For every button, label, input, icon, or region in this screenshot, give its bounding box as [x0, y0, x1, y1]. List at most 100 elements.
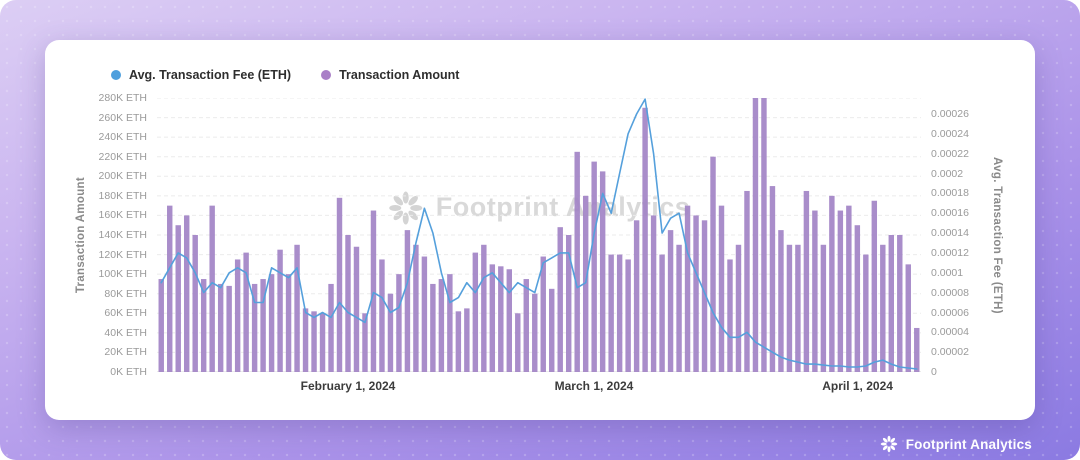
bar-transaction-amount[interactable] [871, 200, 878, 372]
bar-transaction-amount[interactable] [854, 225, 861, 372]
bar-transaction-amount[interactable] [574, 151, 580, 372]
bar-transaction-amount[interactable] [277, 249, 283, 372]
bar-transaction-amount[interactable] [209, 205, 215, 372]
bar-transaction-amount[interactable] [540, 256, 546, 372]
bar-transaction-amount[interactable] [846, 205, 852, 372]
bar-transaction-amount[interactable] [506, 269, 512, 372]
bar-transaction-amount[interactable] [319, 313, 326, 372]
bar-transaction-amount[interactable] [336, 197, 343, 372]
bar-transaction-amount[interactable] [268, 274, 275, 372]
bar-transaction-amount[interactable] [888, 235, 894, 372]
bar-transaction-amount[interactable] [226, 285, 232, 372]
bar-transaction-amount[interactable] [616, 254, 623, 372]
bar-transaction-amount[interactable] [684, 205, 691, 372]
line-avg-transaction-fee[interactable] [160, 98, 918, 370]
bar-transaction-amount[interactable] [633, 220, 640, 372]
bar-transaction-amount[interactable] [659, 254, 665, 372]
bar-transaction-amount[interactable] [863, 254, 869, 372]
bar-transaction-amount[interactable] [447, 274, 453, 372]
legend-dot-purple-icon [321, 70, 332, 80]
bar-transaction-amount[interactable] [650, 215, 657, 372]
bar-transaction-amount[interactable] [234, 259, 241, 372]
bar-transaction-amount[interactable] [362, 313, 368, 372]
bar-transaction-amount[interactable] [498, 266, 504, 372]
bar-transaction-amount[interactable] [158, 279, 164, 372]
chart-area: Transaction Amount 280K ETH 260K ETH 240K … [69, 92, 1011, 398]
bar-transaction-amount[interactable] [608, 254, 614, 372]
bar-transaction-amount[interactable] [260, 279, 266, 372]
bar-transaction-amount[interactable] [599, 171, 606, 372]
bar-transaction-amount[interactable] [582, 195, 589, 372]
bar-transaction-amount[interactable] [820, 244, 827, 372]
bar-transaction-amount[interactable] [430, 283, 436, 372]
bar-transaction-amount[interactable] [710, 156, 716, 372]
bar-transaction-amount[interactable] [345, 235, 351, 372]
bar-transaction-amount[interactable] [175, 225, 181, 372]
legend-item-avg-fee[interactable]: Avg. Transaction Fee (ETH) [111, 68, 291, 82]
bar-transaction-amount[interactable] [243, 252, 249, 372]
bar-transaction-amount[interactable] [752, 98, 759, 372]
bar-transaction-amount[interactable] [413, 244, 419, 372]
bar-transaction-amount[interactable] [311, 311, 317, 372]
bar-transaction-amount[interactable] [455, 311, 462, 372]
bar-transaction-amount[interactable] [549, 288, 555, 372]
footer-brand[interactable]: Footprint Analytics [880, 435, 1032, 453]
bar-transaction-amount[interactable] [302, 308, 309, 372]
bar-transaction-amount[interactable] [676, 244, 682, 372]
right-axis-tick: 0.00024 [931, 127, 969, 140]
bar-transaction-amount[interactable] [880, 244, 886, 372]
bar-transaction-amount[interactable] [523, 279, 529, 372]
bar-transaction-amount[interactable] [200, 279, 207, 372]
bar-transaction-amount[interactable] [786, 244, 793, 372]
bar-transaction-amount[interactable] [693, 215, 699, 372]
bar-transaction-amount[interactable] [472, 252, 479, 372]
bar-transaction-amount[interactable] [557, 227, 563, 372]
bar-transaction-amount[interactable] [532, 293, 538, 372]
right-axis-tick: 0.00022 [931, 147, 969, 160]
x-axis-tick: March 1, 2024 [554, 379, 634, 393]
bar-transaction-amount[interactable] [812, 210, 818, 372]
bar-transaction-amount[interactable] [727, 259, 733, 372]
bar-transaction-amount[interactable] [803, 190, 810, 372]
bar-transaction-amount[interactable] [404, 230, 411, 372]
bar-transaction-amount[interactable] [183, 215, 190, 372]
bar-transaction-amount[interactable] [625, 259, 631, 372]
bar-transaction-amount[interactable] [735, 244, 742, 372]
bar-transaction-amount[interactable] [421, 256, 428, 372]
bar-transaction-amount[interactable] [591, 161, 597, 372]
bar-transaction-amount[interactable] [905, 264, 911, 372]
bar-transaction-amount[interactable] [396, 274, 402, 372]
bar-transaction-amount[interactable] [353, 246, 360, 372]
bar-transaction-amount[interactable] [565, 235, 572, 372]
bar-transaction-amount[interactable] [464, 308, 470, 372]
bar-transaction-amount[interactable] [328, 283, 334, 372]
bar-transaction-amount[interactable] [294, 244, 300, 372]
bar-transaction-amount[interactable] [897, 235, 903, 372]
bar-transaction-amount[interactable] [667, 230, 674, 372]
bar-transaction-amount[interactable] [217, 283, 224, 372]
bar-transaction-amount[interactable] [642, 107, 648, 372]
bar-transaction-amount[interactable] [387, 293, 394, 372]
bar-transaction-amount[interactable] [761, 98, 767, 372]
bar-transaction-amount[interactable] [829, 195, 835, 372]
bar-transaction-amount[interactable] [285, 274, 292, 372]
bar-transaction-amount[interactable] [778, 230, 784, 372]
bar-transaction-amount[interactable] [701, 220, 708, 372]
bar-transaction-amount[interactable] [379, 259, 385, 372]
bar-transaction-amount[interactable] [769, 186, 776, 372]
bar-transaction-amount[interactable] [251, 283, 258, 372]
bar-transaction-amount[interactable] [192, 235, 198, 372]
bar-transaction-amount[interactable] [718, 205, 725, 372]
bar-transaction-amount[interactable] [438, 279, 445, 372]
bar-transaction-amount[interactable] [489, 264, 496, 372]
bar-transaction-amount[interactable] [837, 210, 844, 372]
right-axis-tick: 0.00006 [931, 306, 969, 319]
bar-transaction-amount[interactable] [914, 327, 920, 372]
bar-transaction-amount[interactable] [515, 313, 521, 372]
bar-transaction-amount[interactable] [370, 210, 377, 372]
bar-transaction-amount[interactable] [795, 244, 801, 372]
bar-transaction-amount[interactable] [167, 205, 173, 372]
legend-item-transaction-amount[interactable]: Transaction Amount [321, 68, 459, 82]
bar-transaction-amount[interactable] [744, 190, 750, 372]
bar-transaction-amount[interactable] [481, 244, 487, 372]
